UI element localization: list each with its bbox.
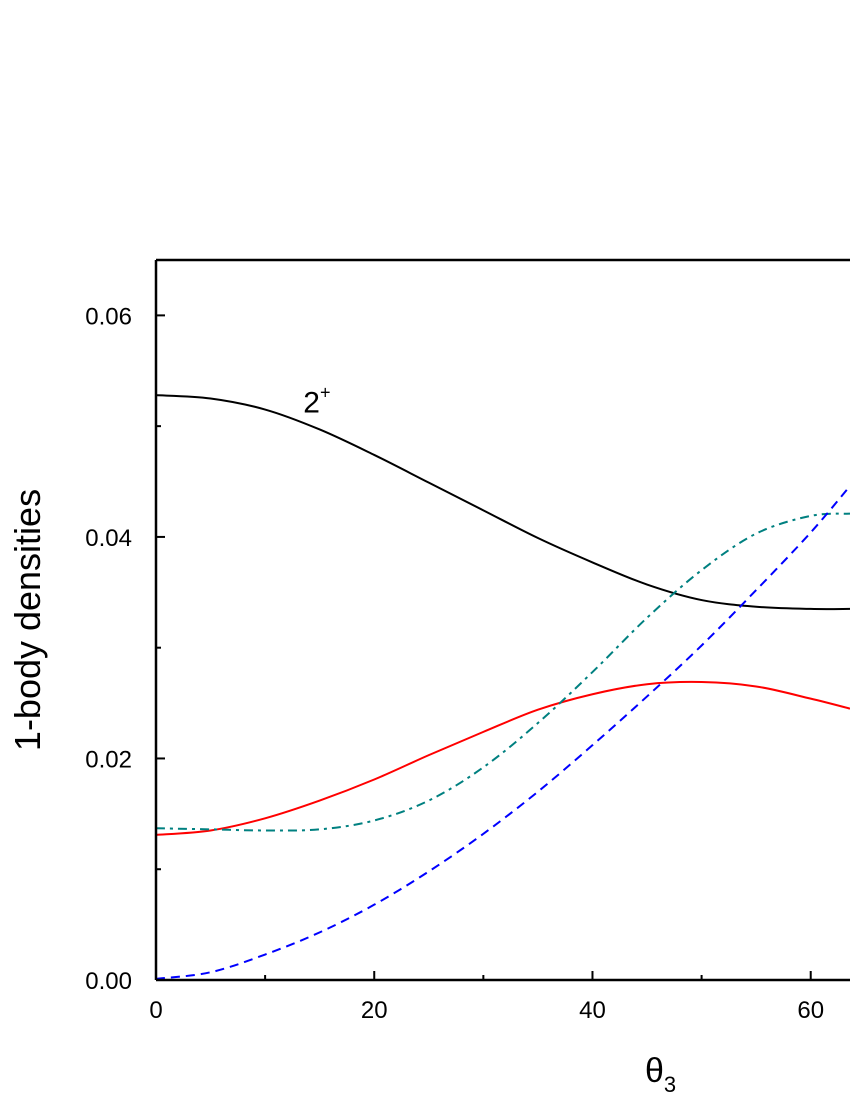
x-tick-label: 20: [361, 997, 388, 1024]
x-axis-label-theta: θ: [645, 1052, 664, 1090]
series-line-2: [155, 512, 850, 832]
x-tick-label: 40: [579, 997, 606, 1024]
x-tick-label: 0: [149, 997, 162, 1024]
series-line-0: [155, 394, 850, 611]
curves: [155, 394, 850, 980]
x-axis-label: θ3: [645, 1052, 676, 1097]
series-line-3: [155, 485, 850, 980]
y-tick-label: 0.00: [85, 968, 132, 995]
plot-frame: [154, 258, 850, 982]
x-axis-label-subscript: 3: [664, 1072, 676, 1097]
y-axis-label: 1-body densities: [7, 489, 48, 751]
x-tick-label: 60: [797, 997, 824, 1024]
curve-annotation-2plus: 2+: [303, 382, 330, 419]
y-tick-label: 0.02: [85, 746, 132, 773]
y-tick-label: 0.06: [85, 303, 132, 330]
series-line-1: [155, 680, 850, 836]
y-tick-label: 0.04: [85, 525, 132, 552]
axis-ticks: 0 20 40 60 0.00 0.02 0.04 0.06: [85, 303, 824, 1024]
